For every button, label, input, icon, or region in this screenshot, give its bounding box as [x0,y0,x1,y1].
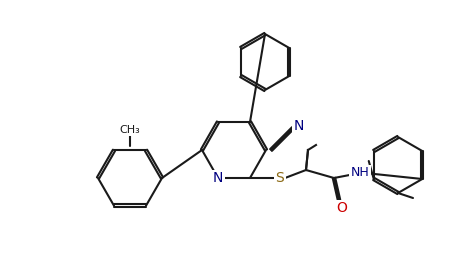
Text: CH₃: CH₃ [119,125,140,135]
Text: O: O [336,201,347,215]
Text: N: N [293,119,303,133]
Text: NH: NH [350,166,369,179]
Text: N: N [212,171,222,185]
Text: S: S [275,171,284,185]
